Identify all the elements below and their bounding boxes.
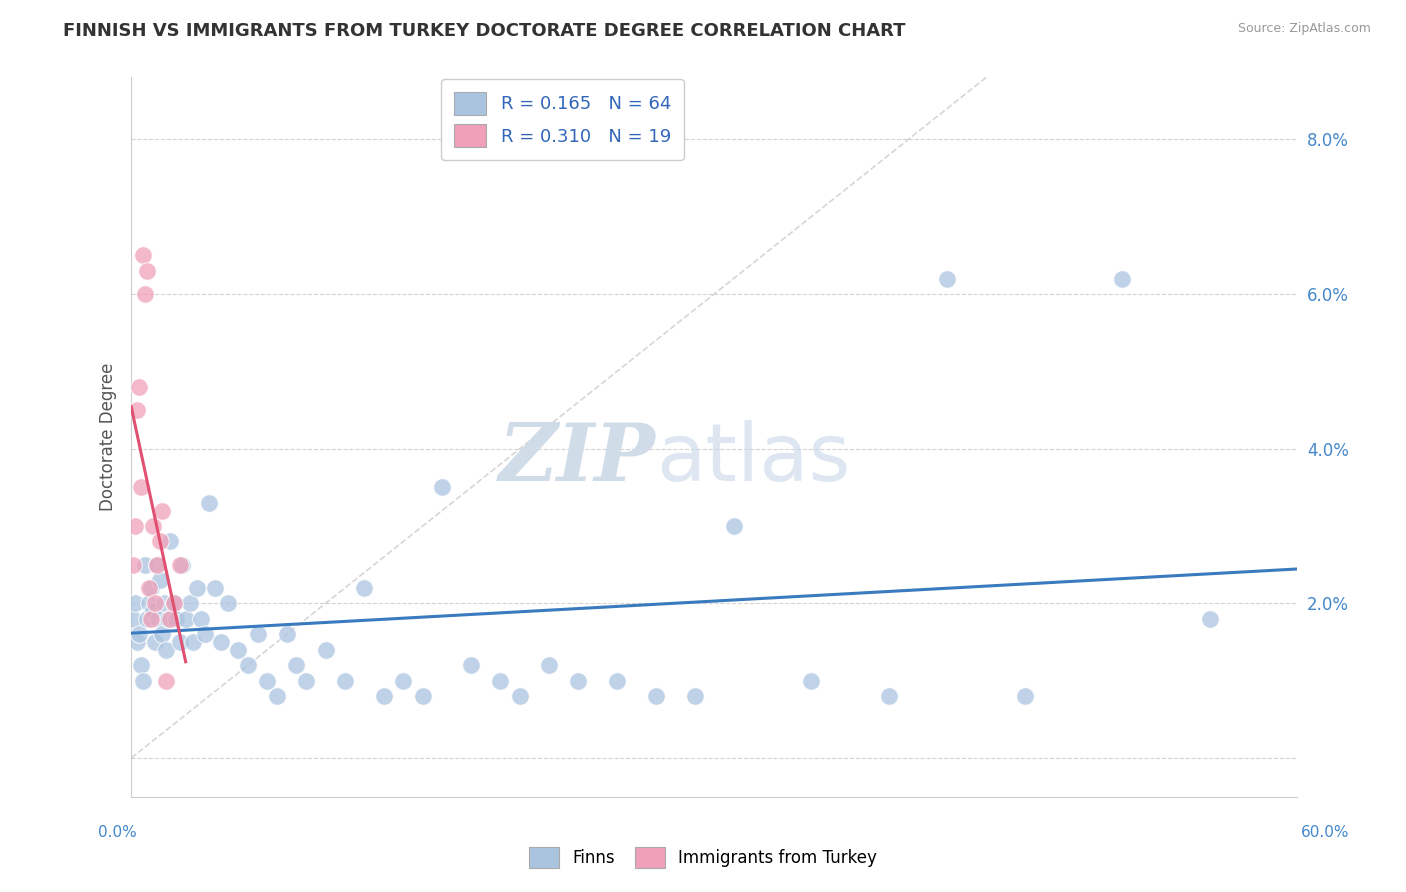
Point [236,658,259,673]
Point [186,581,208,595]
Point [412,689,434,703]
Point [256,673,278,688]
Point [139,581,162,595]
Legend: R = 0.165   N = 64, R = 0.310   N = 19: R = 0.165 N = 64, R = 0.310 N = 19 [441,79,683,160]
Point [217,596,239,610]
Point [135,612,157,626]
Text: Source: ZipAtlas.com: Source: ZipAtlas.com [1237,22,1371,36]
Point [179,596,201,610]
Point [285,658,308,673]
Point [170,558,193,572]
Point [138,581,160,595]
Point [129,658,152,673]
Point [266,689,288,703]
Point [143,635,166,649]
Point [276,627,298,641]
Point [124,596,146,610]
Point [183,635,205,649]
Point [138,596,160,610]
Point [194,627,217,641]
Point [132,248,155,262]
Point [125,403,148,417]
Point [153,596,176,610]
Point [128,627,150,641]
Point [537,658,560,673]
Point [142,604,165,618]
Point [190,612,212,626]
Point [683,689,706,703]
Point [226,642,249,657]
Point [644,689,666,703]
Legend: Finns, Immigrants from Turkey: Finns, Immigrants from Turkey [522,840,884,875]
Point [122,612,145,626]
Point [1111,271,1133,285]
Point [936,271,959,285]
Point [1198,612,1220,626]
Point [315,642,337,657]
Point [460,658,482,673]
Point [169,635,191,649]
Point [204,581,226,595]
Point [128,380,150,394]
Point [373,689,395,703]
Point [877,689,900,703]
Point [149,534,172,549]
Point [163,596,186,610]
Point [353,581,375,595]
Point [149,573,172,587]
Y-axis label: Doctorate Degree: Doctorate Degree [100,363,117,511]
Point [723,519,745,533]
Point [148,612,170,626]
Point [122,558,145,572]
Point [134,287,156,301]
Point [129,480,152,494]
Point [295,673,318,688]
Point [567,673,589,688]
Point [134,558,156,572]
Text: 0.0%: 0.0% [98,825,138,840]
Point [124,519,146,533]
Point [145,558,167,572]
Point [135,264,157,278]
Point [155,673,177,688]
Point [209,635,232,649]
Text: 60.0%: 60.0% [1302,825,1350,840]
Point [333,673,356,688]
Point [165,612,187,626]
Point [246,627,269,641]
Point [159,534,181,549]
Point [163,596,186,610]
Text: atlas: atlas [655,419,851,498]
Point [489,673,512,688]
Point [132,673,155,688]
Point [143,596,166,610]
Point [159,612,181,626]
Point [150,627,173,641]
Point [157,612,180,626]
Point [509,689,531,703]
Point [606,673,628,688]
Point [1014,689,1036,703]
Point [139,612,162,626]
Point [142,519,165,533]
Point [150,503,173,517]
Point [800,673,823,688]
Point [169,558,191,572]
Point [174,612,197,626]
Point [145,558,167,572]
Point [198,496,221,510]
Text: FINNISH VS IMMIGRANTS FROM TURKEY DOCTORATE DEGREE CORRELATION CHART: FINNISH VS IMMIGRANTS FROM TURKEY DOCTOR… [63,22,905,40]
Text: ZIP: ZIP [499,420,655,498]
Point [155,642,177,657]
Point [392,673,415,688]
Point [430,480,453,494]
Point [125,635,148,649]
